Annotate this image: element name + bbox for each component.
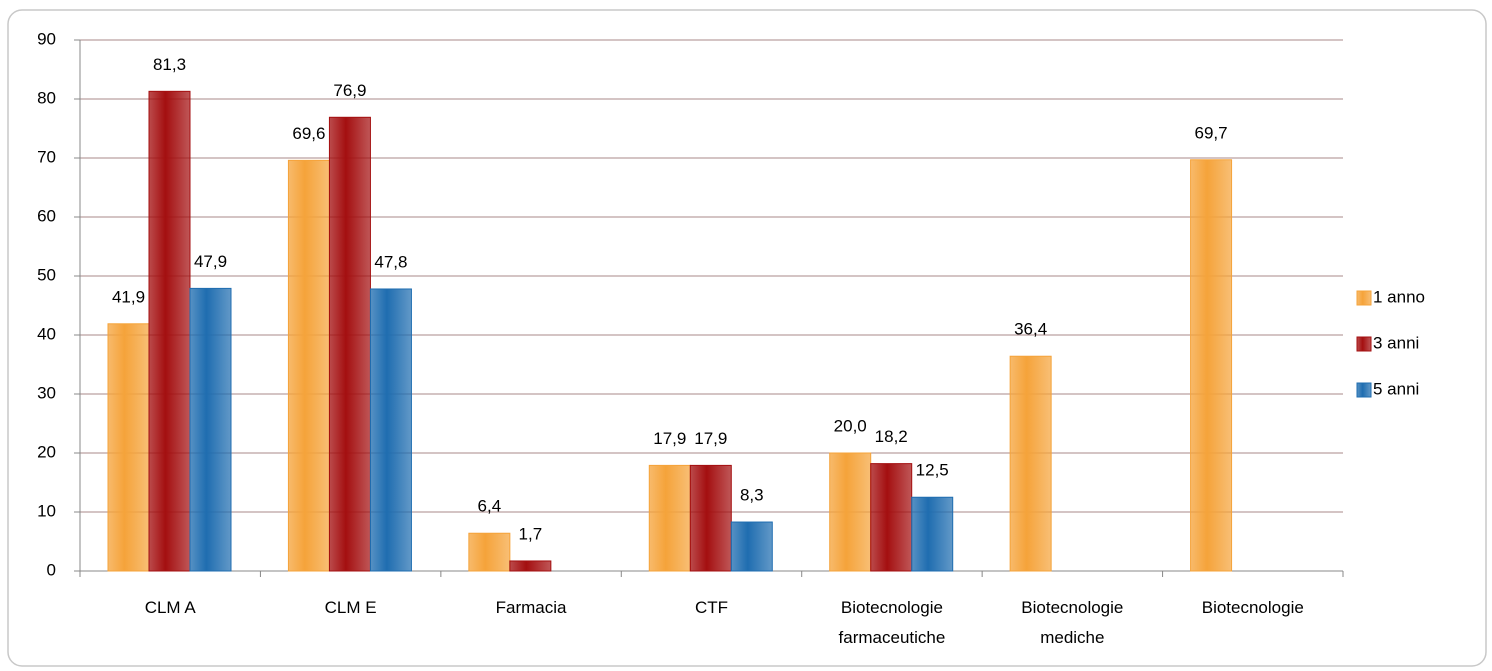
data-label: 36,4 <box>1014 320 1047 339</box>
legend-label: 5 anni <box>1373 379 1419 398</box>
legend-label: 3 anni <box>1373 333 1419 352</box>
data-label: 81,3 <box>153 55 186 74</box>
y-tick-label: 20 <box>37 442 56 461</box>
x-tick-label: Farmacia <box>495 598 567 617</box>
legend-swatch <box>1356 336 1372 352</box>
y-tick-label: 0 <box>47 560 56 579</box>
bar <box>689 464 732 572</box>
data-label: 17,9 <box>653 429 686 448</box>
y-tick-label: 40 <box>37 324 56 343</box>
x-tick-label: CLM E <box>324 598 377 617</box>
x-tick-label: CLM A <box>144 598 196 617</box>
data-label: 12,5 <box>916 461 949 480</box>
x-tick-label: Biotecnologie <box>1201 598 1304 617</box>
y-tick-label: 70 <box>37 147 56 166</box>
bar <box>1190 159 1233 572</box>
legend-swatch <box>1356 382 1372 398</box>
data-label: 47,9 <box>194 252 227 271</box>
x-tick-label: Biotecnologie mediche <box>1021 598 1124 647</box>
data-label: 1,7 <box>519 524 543 543</box>
data-label: 17,9 <box>694 429 727 448</box>
bar <box>328 116 371 572</box>
y-tick-label: 60 <box>37 206 56 225</box>
data-label: 47,8 <box>374 252 407 271</box>
bar <box>107 323 150 572</box>
data-label: 69,7 <box>1195 123 1228 142</box>
y-tick-label: 30 <box>37 383 56 402</box>
bar <box>369 288 412 572</box>
data-label: 6,4 <box>478 497 502 516</box>
bar <box>468 532 511 572</box>
bar <box>730 521 773 572</box>
data-label: 8,3 <box>740 486 764 505</box>
bar <box>287 159 330 572</box>
data-label: 20,0 <box>834 416 867 435</box>
bar <box>189 287 232 572</box>
legend-label: 1 anno <box>1373 287 1425 306</box>
bar <box>1009 355 1052 572</box>
data-label: 41,9 <box>112 287 145 306</box>
bar <box>648 464 691 572</box>
x-tick-label: Biotecnologie farmaceutiche <box>838 598 946 647</box>
y-tick-label: 90 <box>37 29 56 48</box>
bar <box>870 463 913 572</box>
x-tick-label: CTF <box>694 598 729 617</box>
data-label: 69,6 <box>292 124 325 143</box>
y-tick-label: 80 <box>37 88 56 107</box>
y-tick-label: 50 <box>37 265 56 284</box>
y-tick-label: 10 <box>37 501 56 520</box>
bar <box>829 452 872 572</box>
bar <box>509 560 552 572</box>
data-label: 18,2 <box>875 427 908 446</box>
data-label: 76,9 <box>333 81 366 100</box>
legend-swatch <box>1356 290 1372 306</box>
bar <box>148 90 191 572</box>
bar <box>911 496 954 572</box>
